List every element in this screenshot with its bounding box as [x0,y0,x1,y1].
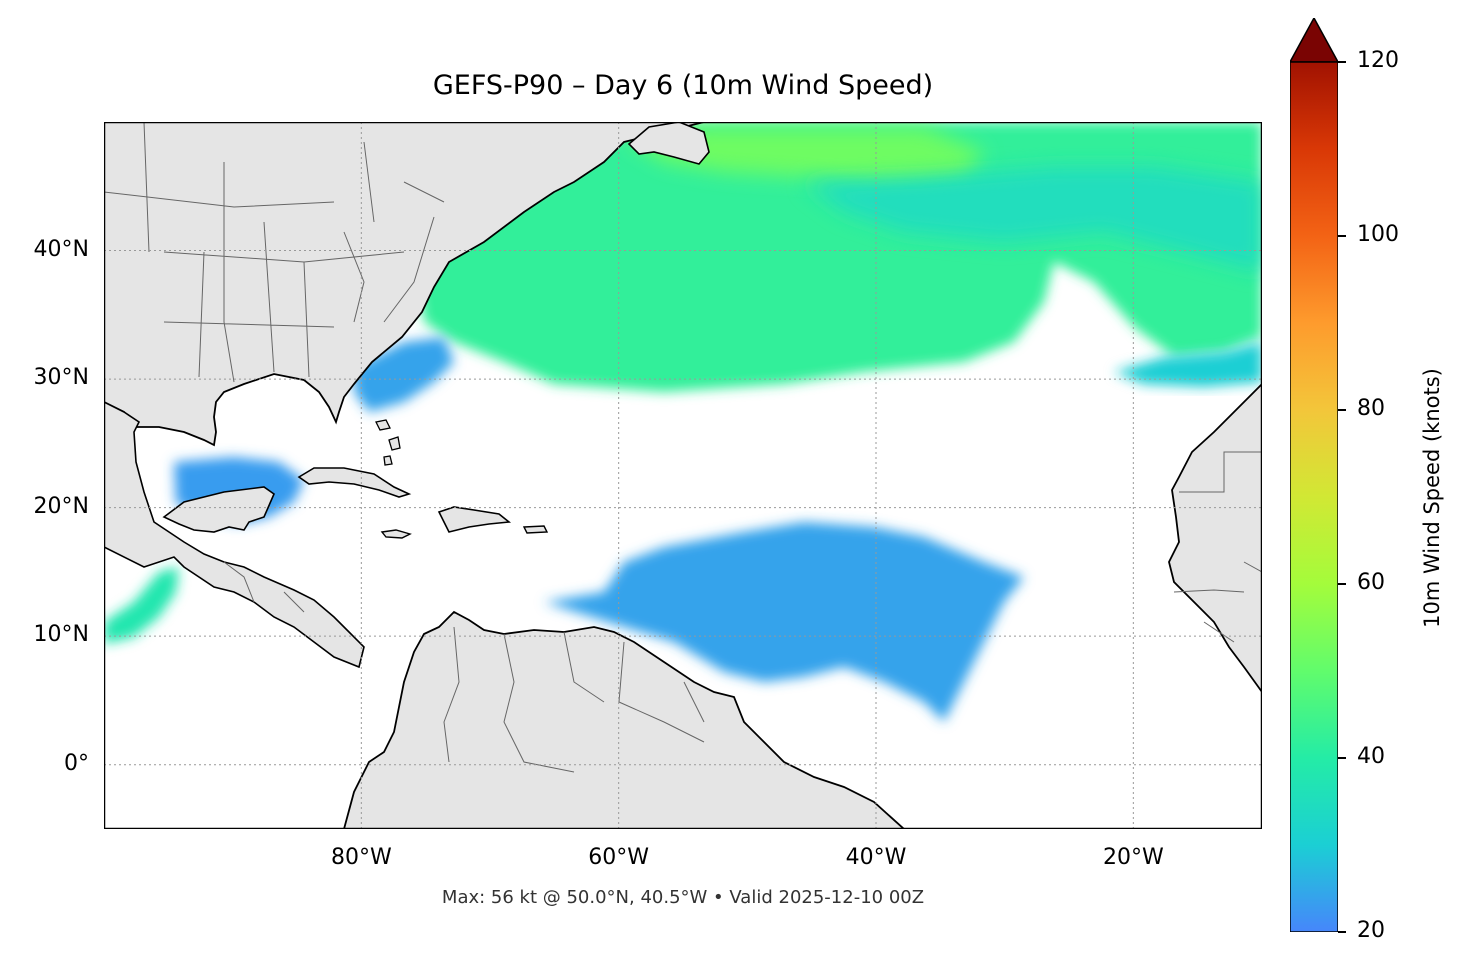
colorbar-tick-label: 80 [1357,396,1385,421]
wind-region-tropical-trades [544,522,1024,722]
map-border [104,122,1262,829]
wind-region-north-atlantic-core [624,127,984,187]
wind-region-central-atlantic [804,167,1262,272]
colorbar-tick-label: 60 [1357,570,1385,595]
lat-tick-label: 0° [64,750,89,776]
map-footer-note: Max: 56 kt @ 50.0°N, 40.5°W • Valid 2025… [441,887,925,908]
colorbar-tick-mark [1338,61,1346,63]
north-america-land [104,122,1262,447]
colorbar-tick-mark [1338,235,1346,237]
colorbar-gradient [1290,61,1338,932]
wind-map [104,122,1262,829]
colorbar [1290,18,1338,932]
lon-tick-label: 60°W [588,845,650,870]
cuba-island [297,467,412,498]
lat-tick-label: 30°N [33,365,89,391]
lon-tick-label: 20°W [1102,845,1164,870]
lat-tick-label: 10°N [33,622,89,648]
gridlines [104,122,1262,829]
lon-tick-label: 40°W [845,845,907,870]
latin-america-borders [223,451,1262,773]
colorbar-tick-label: 120 [1357,48,1399,73]
africa-land [1168,382,1262,694]
lat-tick-label: 20°N [33,493,89,519]
colorbar-tick-mark [1338,931,1346,933]
newfoundland-island [627,122,710,165]
yucatan-peninsula [162,486,275,533]
colorbar-tick-label: 40 [1357,744,1385,769]
bahamas-islands [375,419,401,466]
colorbar-extend-arrow [1290,18,1338,63]
wind-region-tehuantepec [104,567,179,644]
colorbar-tick-label: 20 [1357,918,1385,943]
hispaniola-island [437,506,512,533]
mexico-land [104,122,365,669]
puerto-rico-island [522,525,549,534]
jamaica-island [380,529,412,539]
lat-tick-label: 40°N [33,236,89,262]
land-layer [104,122,1262,829]
colorbar-tick-mark [1338,409,1346,411]
colorbar-tick-mark [1338,583,1346,585]
map-panel [104,122,1262,829]
lon-tick-label: 80°W [330,845,392,870]
wind-region-east-atlantic-tail [1114,342,1262,387]
colorbar-tick-mark [1338,757,1346,759]
colorbar-tick-label: 100 [1357,222,1399,247]
colorbar-label: 10m Wind Speed (knots) [1420,368,1444,628]
us-state-borders [104,122,445,383]
map-title: GEFS-P90 – Day 6 (10m Wind Speed) [432,70,934,101]
